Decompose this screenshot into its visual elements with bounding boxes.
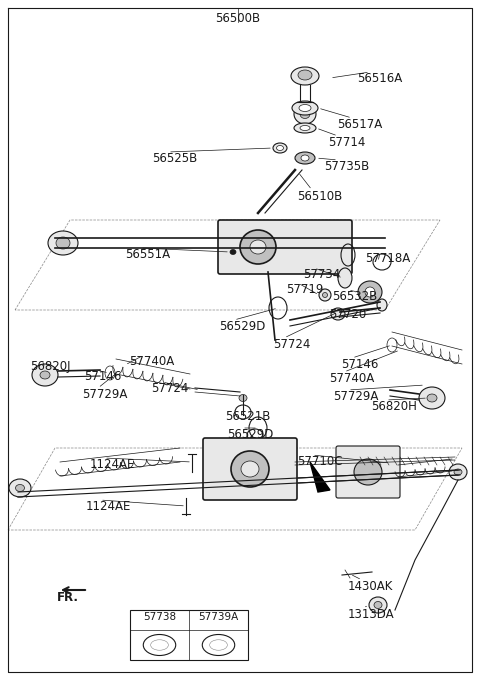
Ellipse shape [210, 639, 228, 650]
Ellipse shape [300, 125, 310, 131]
Ellipse shape [48, 231, 78, 255]
Ellipse shape [369, 597, 387, 613]
Ellipse shape [354, 459, 382, 485]
Ellipse shape [15, 484, 24, 492]
Text: 56532B: 56532B [332, 290, 378, 303]
Text: 57714: 57714 [328, 136, 366, 149]
Text: 57710C: 57710C [297, 455, 343, 468]
Ellipse shape [151, 639, 168, 650]
Text: 57718A: 57718A [365, 252, 410, 265]
Ellipse shape [295, 152, 315, 164]
Ellipse shape [239, 394, 247, 402]
Text: 57734: 57734 [303, 268, 341, 281]
Ellipse shape [338, 268, 352, 288]
Ellipse shape [294, 123, 316, 133]
Ellipse shape [276, 146, 284, 151]
Ellipse shape [300, 110, 310, 118]
Ellipse shape [323, 293, 327, 298]
Text: 56529D: 56529D [227, 428, 273, 441]
Text: 57740A: 57740A [329, 372, 374, 385]
Text: 56820J: 56820J [30, 360, 70, 373]
Text: 57720: 57720 [329, 308, 367, 321]
Ellipse shape [273, 143, 287, 153]
Text: 56517A: 56517A [337, 118, 383, 131]
FancyBboxPatch shape [203, 438, 297, 500]
Ellipse shape [291, 67, 319, 85]
Text: 56516A: 56516A [358, 72, 403, 85]
Text: 57146: 57146 [341, 358, 379, 371]
Text: 57724: 57724 [151, 382, 189, 395]
Ellipse shape [240, 230, 276, 264]
Text: 57724: 57724 [273, 338, 311, 351]
Ellipse shape [294, 104, 316, 124]
Ellipse shape [301, 155, 309, 161]
Ellipse shape [358, 281, 382, 303]
Text: 1430AK: 1430AK [348, 580, 393, 593]
Ellipse shape [32, 364, 58, 386]
Text: 56500B: 56500B [216, 12, 261, 25]
Ellipse shape [377, 299, 387, 311]
Ellipse shape [374, 601, 382, 609]
Text: 57739A: 57739A [198, 612, 239, 622]
FancyBboxPatch shape [218, 220, 352, 274]
Text: 57729A: 57729A [82, 388, 128, 401]
Text: 57740A: 57740A [130, 355, 175, 368]
Text: FR.: FR. [57, 591, 79, 604]
Text: 57729A: 57729A [333, 390, 379, 403]
Text: 57735B: 57735B [324, 160, 370, 173]
Text: 1124AE: 1124AE [89, 458, 135, 471]
Ellipse shape [231, 451, 269, 487]
Ellipse shape [241, 461, 259, 477]
Text: 57146: 57146 [84, 370, 122, 383]
Ellipse shape [202, 635, 235, 656]
FancyBboxPatch shape [130, 610, 248, 660]
Text: 56820H: 56820H [371, 400, 417, 413]
Polygon shape [310, 462, 330, 492]
Text: 56521B: 56521B [225, 410, 271, 423]
FancyBboxPatch shape [336, 446, 400, 498]
Ellipse shape [419, 387, 445, 409]
Ellipse shape [143, 635, 176, 656]
Ellipse shape [454, 469, 462, 475]
Ellipse shape [56, 237, 70, 249]
Text: 56510B: 56510B [298, 190, 343, 203]
Ellipse shape [319, 289, 331, 301]
Text: 1124AE: 1124AE [85, 500, 131, 513]
Ellipse shape [299, 104, 311, 112]
Ellipse shape [9, 479, 31, 497]
Ellipse shape [365, 287, 375, 297]
Ellipse shape [40, 371, 50, 379]
Ellipse shape [250, 240, 266, 254]
Text: 57719: 57719 [286, 283, 324, 296]
Text: 57738: 57738 [143, 612, 176, 622]
Ellipse shape [427, 394, 437, 402]
Ellipse shape [230, 249, 236, 255]
Ellipse shape [292, 101, 318, 115]
Text: 56551A: 56551A [125, 248, 170, 261]
Text: 1313DA: 1313DA [348, 608, 394, 621]
Ellipse shape [449, 464, 467, 480]
Ellipse shape [331, 308, 345, 320]
Ellipse shape [298, 70, 312, 80]
Text: 56529D: 56529D [219, 320, 265, 333]
Text: 56525B: 56525B [152, 152, 198, 165]
